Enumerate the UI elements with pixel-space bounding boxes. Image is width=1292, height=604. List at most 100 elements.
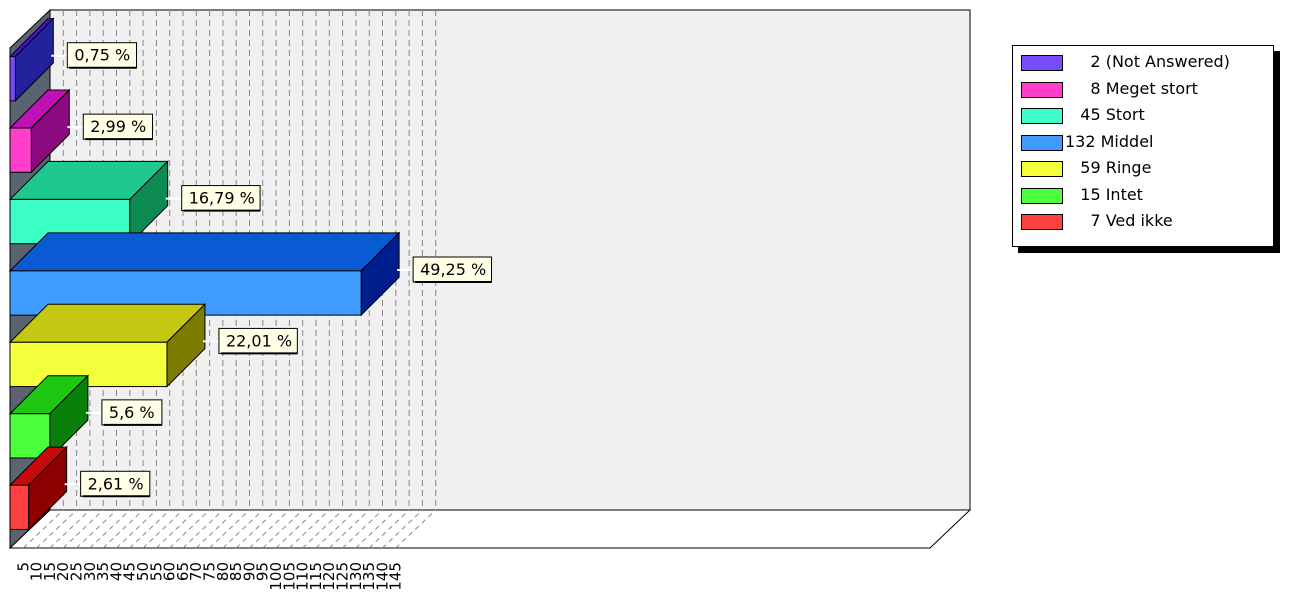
- floor-grid-line: [368, 509, 410, 549]
- data-label-text: 22,01 %: [226, 331, 292, 350]
- x-tick-label: 50: [134, 562, 152, 581]
- floor-grid-line: [355, 509, 397, 549]
- data-label-text: 2,61 %: [88, 474, 144, 493]
- data-labels: 0,75 % 2,99 % 16,79 % 49,25 % 22,01 % 5,6 % 2,…: [51, 42, 493, 498]
- floor-grid-line: [275, 509, 317, 549]
- legend-item: 59 Ringe: [1021, 158, 1271, 180]
- bar: [8, 17, 55, 103]
- x-axis-ticks: 5101520253035404550556065707580859095100…: [14, 562, 404, 591]
- x-tick-label: 35: [94, 562, 112, 581]
- floor-grid-line: [182, 509, 224, 549]
- legend-label: 132 Middel: [1065, 131, 1154, 151]
- data-label-text: 16,79 %: [189, 189, 255, 208]
- x-tick-label: 100: [267, 562, 285, 591]
- x-tick-label: 45: [121, 562, 139, 581]
- bar-front: [9, 484, 30, 530]
- floor-grid-line: [262, 509, 304, 549]
- floor-grid-line: [395, 509, 437, 549]
- x-tick-label: 110: [294, 562, 312, 591]
- x-tick-label: 85: [227, 562, 245, 581]
- bar-front: [9, 56, 16, 102]
- floor-grid-line: [235, 509, 277, 549]
- legend: 2 (Not Answered) 8 Meget stort 45 Stort 1…: [1012, 45, 1274, 247]
- data-label-box: [66, 42, 138, 69]
- floor-grid-line: [249, 509, 290, 549]
- bar-front: [9, 341, 168, 388]
- legend-label: 2 (Not Answered): [1065, 52, 1230, 71]
- x-tick-label: 75: [201, 562, 219, 581]
- data-label-box: [82, 113, 153, 140]
- x-tick-label: 5: [14, 562, 32, 572]
- floor-grid-line: [195, 509, 237, 549]
- legend-label: 8 Meget stort: [1065, 78, 1198, 98]
- floor-grid-line: [342, 509, 383, 549]
- legend-label: 59 Ringe: [1065, 158, 1152, 177]
- bar: [8, 160, 169, 245]
- data-label-text: 49,25 %: [420, 260, 486, 279]
- bar: [8, 88, 71, 174]
- data-label: 2,99 %: [82, 113, 153, 141]
- x-tick-label: 30: [81, 562, 99, 581]
- bar: [8, 231, 401, 317]
- data-label-text: 5,6 %: [109, 403, 155, 422]
- x-tick-label: 40: [107, 562, 125, 581]
- floor-grid-line: [49, 509, 91, 549]
- legend-item: 15 Intet: [1021, 185, 1271, 207]
- legend-label: 45 Stort: [1065, 105, 1145, 124]
- bar-top: [8, 232, 401, 272]
- legend-swatch: [1021, 108, 1063, 124]
- bar-front: [9, 413, 51, 459]
- x-tick-label: 95: [254, 562, 272, 581]
- x-tick-label: 140: [373, 562, 391, 591]
- x-tick-label: 80: [214, 562, 232, 581]
- x-tick-label: 55: [147, 562, 165, 581]
- floor-grid-line: [302, 509, 343, 549]
- floor-grid-line: [169, 509, 210, 549]
- x-tick-label: 105: [280, 562, 298, 591]
- data-label: 2,61 %: [80, 470, 151, 498]
- x-tick-label: 65: [174, 562, 192, 581]
- floor-grid-line: [315, 509, 357, 549]
- floor-grid-line: [102, 509, 144, 549]
- bar: [8, 374, 90, 460]
- legend-item: 132 Middel: [1021, 132, 1271, 154]
- x-tick-label: 25: [68, 562, 86, 581]
- floor-grid-line: [76, 509, 117, 549]
- legend-item: 8 Meget stort: [1021, 79, 1271, 101]
- floor-grid-line: [129, 509, 171, 549]
- x-tick-label: 145: [387, 562, 405, 591]
- x-tick-label: 20: [54, 562, 72, 581]
- data-label: 5,6 %: [101, 399, 163, 426]
- floor-grid-line: [142, 509, 184, 549]
- floor-grid-line: [89, 509, 131, 549]
- x-tick-label: 70: [187, 562, 205, 581]
- legend-swatch: [1021, 161, 1063, 177]
- floor: [8, 509, 972, 549]
- legend-swatch: [1021, 55, 1063, 71]
- legend-label: 7 Ved ikke: [1065, 211, 1173, 230]
- data-label: 16,79 %: [181, 185, 261, 212]
- floor-grid-line: [36, 509, 77, 549]
- floor-grid-line: [155, 509, 197, 549]
- data-label-text: 0,75 %: [74, 46, 130, 65]
- x-tick-label: 125: [334, 562, 352, 591]
- legend-item: 7 Ved ikke: [1021, 211, 1271, 233]
- x-tick-label: 115: [307, 562, 325, 591]
- floor-grid-line: [209, 509, 250, 549]
- legend-label: 15 Intet: [1065, 184, 1143, 204]
- floor-grid-line: [116, 509, 157, 549]
- data-label: 22,01 %: [218, 327, 298, 355]
- bar: [8, 445, 68, 531]
- legend-swatch: [1021, 81, 1063, 98]
- legend-item: 45 Stort: [1021, 105, 1271, 127]
- x-tick-label: 15: [41, 562, 59, 581]
- x-tick-label: 10: [28, 562, 46, 581]
- x-tick-label: 60: [161, 562, 179, 581]
- x-tick-label: 90: [240, 562, 258, 581]
- data-label: 49,25 %: [412, 256, 493, 283]
- floor-grid-line: [222, 509, 264, 549]
- floor-grid-line: [62, 509, 104, 549]
- floor-grid-line: [382, 509, 423, 549]
- bar: [8, 303, 207, 388]
